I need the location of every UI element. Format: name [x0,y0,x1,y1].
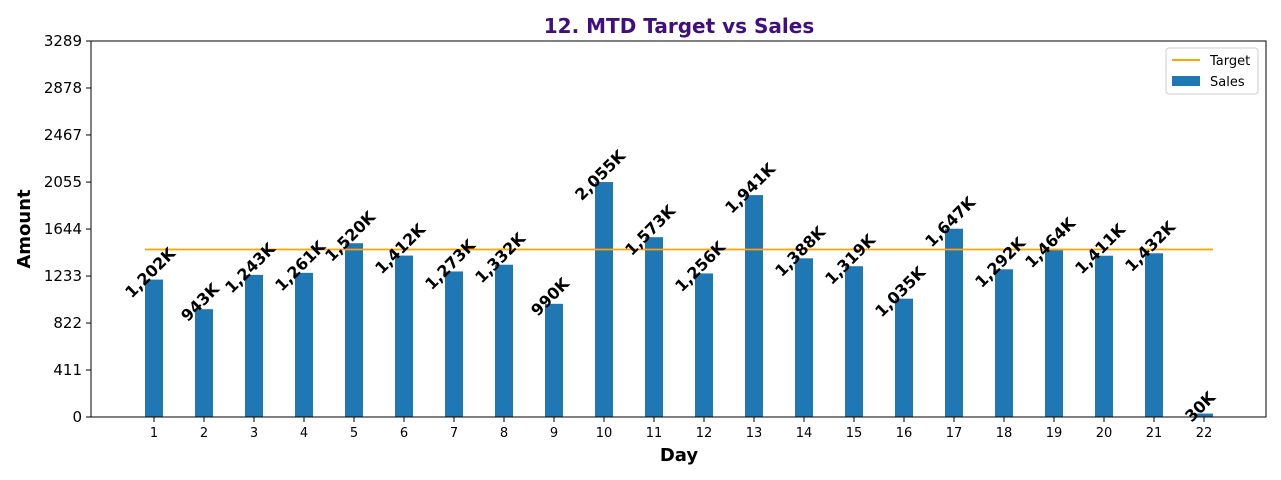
sales-bar [195,309,213,417]
sales-bar [395,255,413,417]
sales-bar [845,266,863,417]
sales-bar [495,264,513,417]
x-tick-label: 22 [1196,426,1213,441]
y-tick-label: 0 [72,408,82,426]
sales-bar [445,271,463,417]
y-tick-label: 2467 [44,126,82,144]
x-tick-label: 9 [550,426,558,441]
sales-bar [145,279,163,417]
sales-bar [645,237,663,417]
x-axis-label: Day [660,445,699,466]
sales-bar [295,272,313,417]
legend-swatch-sales [1172,76,1200,86]
sales-bar [995,269,1013,417]
chart-title: 12. MTD Target vs Sales [544,14,814,38]
x-tick-label: 8 [500,426,508,441]
x-tick-label: 12 [696,426,713,441]
x-tick-label: 18 [996,426,1013,441]
x-tick-label: 15 [846,426,863,441]
y-tick-label: 822 [53,314,82,332]
x-tick-label: 10 [596,426,613,441]
sales-bar [595,182,613,417]
x-tick-label: 2 [200,426,208,441]
sales-bar [745,195,763,417]
x-tick-label: 19 [1046,426,1063,441]
sales-bar [795,258,813,417]
sales-bar [1095,255,1113,417]
sales-bar [245,274,263,417]
x-tick-label: 17 [946,426,963,441]
x-tick-label: 14 [796,426,813,441]
y-tick-label: 3289 [44,32,82,50]
y-tick-label: 411 [53,361,82,379]
x-tick-label: 11 [646,426,663,441]
sales-bar [695,273,713,417]
x-tick-label: 13 [746,426,763,441]
x-tick-label: 4 [300,426,308,441]
x-tick-label: 21 [1146,426,1163,441]
x-tick-label: 1 [150,426,158,441]
y-tick-label: 1233 [44,267,82,285]
sales-bar [895,298,913,417]
sales-bar [345,243,363,417]
y-tick-label: 2878 [44,79,82,97]
x-tick-label: 5 [350,426,358,441]
y-tick-label: 2055 [44,173,82,191]
x-tick-label: 3 [250,426,258,441]
x-tick-label: 7 [450,426,458,441]
plot-frame [90,40,1267,418]
y-tick-label: 1644 [44,220,82,238]
bar-data-label: 30K [1181,387,1219,425]
sales-bar [545,303,563,417]
x-tick-label: 16 [896,426,913,441]
sales-bar [1195,413,1213,417]
x-tick-label: 20 [1096,426,1113,441]
x-tick-label: 6 [400,426,408,441]
sales-bar [1145,253,1163,417]
legend-label: Sales [1210,75,1245,90]
sales-bar [1045,249,1063,417]
sales-bar [945,228,963,417]
y-axis-label: Amount [14,189,35,269]
legend-label: Target [1209,54,1250,69]
